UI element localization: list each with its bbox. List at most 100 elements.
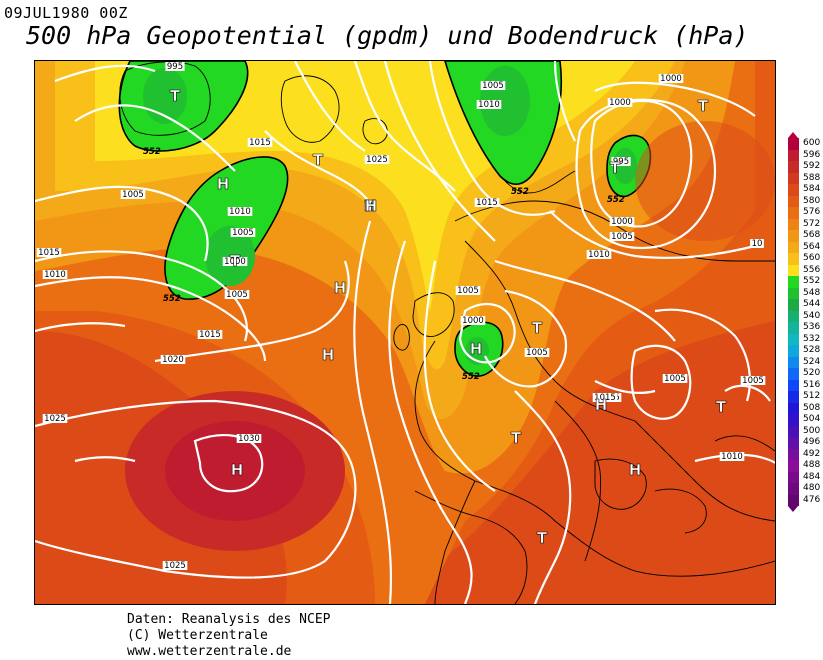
legend-label: 476 bbox=[803, 494, 821, 505]
low-pressure-marker: T bbox=[610, 159, 621, 177]
legend-entry: 600 bbox=[783, 138, 823, 150]
legend-label: 524 bbox=[803, 356, 821, 367]
credits-copyright: (C) Wetterzentrale bbox=[127, 628, 268, 643]
legend-swatch bbox=[788, 207, 799, 219]
low-pressure-marker: T bbox=[532, 319, 543, 337]
isobar-label-box bbox=[609, 217, 635, 226]
legend-swatch bbox=[788, 264, 799, 276]
low-pressure-marker: T bbox=[170, 87, 181, 105]
legend-entry: 560 bbox=[783, 253, 823, 265]
isobar-label-box bbox=[42, 414, 68, 423]
isobar-label: 1005 bbox=[742, 376, 764, 386]
legend-label: 560 bbox=[803, 253, 821, 263]
isobar-label-box bbox=[160, 355, 186, 364]
isobars bbox=[35, 61, 775, 604]
high-pressure-marker: H bbox=[231, 461, 244, 479]
isobar-label-box bbox=[162, 561, 188, 570]
legend-entry: 504 bbox=[783, 414, 823, 426]
legend-arrow-bottom bbox=[788, 506, 798, 512]
legend-label: 508 bbox=[803, 402, 821, 413]
legend-label: 520 bbox=[803, 368, 821, 378]
legend-label: 504 bbox=[803, 414, 821, 424]
legend-entry: 564 bbox=[783, 241, 823, 253]
isobar-label-box bbox=[586, 250, 612, 259]
map-title: 500 hPa Geopotential (gpdm) und Bodendru… bbox=[26, 21, 749, 50]
legend-entry: 544 bbox=[783, 299, 823, 311]
isobar-label-box bbox=[480, 81, 506, 90]
legend-label: 552 bbox=[803, 276, 821, 286]
high-pressure-marker: H bbox=[470, 340, 483, 358]
legend-label: 572 bbox=[803, 218, 821, 229]
weather-map: 995 1015 1025 1005 1010 1015 1005 1000 1005 1010 1… bbox=[34, 60, 776, 605]
legend-entry: 568 bbox=[783, 230, 823, 242]
isobar-label: 1005 bbox=[457, 286, 479, 296]
isobar-label-box bbox=[476, 100, 502, 109]
legend-swatch bbox=[788, 195, 799, 207]
legend-entry: 500 bbox=[783, 425, 823, 437]
isobar-label: 1005 bbox=[226, 290, 248, 300]
isobar-label: 1005 bbox=[232, 228, 254, 238]
legend-label: 512 bbox=[803, 391, 821, 401]
legend-label: 480 bbox=[803, 483, 821, 493]
legend-entry: 496 bbox=[783, 437, 823, 449]
isobar-label: 1010 bbox=[721, 452, 743, 462]
isobar-label-box bbox=[222, 257, 248, 266]
legend-label: 540 bbox=[803, 310, 821, 321]
isobar-label-box bbox=[607, 98, 633, 107]
legend-swatch bbox=[788, 425, 799, 437]
isobar-label-box bbox=[719, 452, 745, 461]
isobar-label-box bbox=[524, 348, 550, 357]
geopotential-fill bbox=[35, 61, 775, 604]
legend-swatch bbox=[788, 391, 799, 403]
isobar-label: 1010 bbox=[588, 250, 610, 260]
geopotential-label: 552 bbox=[511, 187, 529, 197]
isobar-label-box bbox=[224, 290, 250, 299]
isobar-label-box bbox=[36, 248, 62, 257]
legend-swatch bbox=[788, 230, 799, 242]
legend-label: 536 bbox=[803, 322, 821, 332]
legend-swatch bbox=[788, 276, 799, 288]
isobar-label-box bbox=[750, 239, 764, 248]
legend-entry: 524 bbox=[783, 356, 823, 368]
legend-entry: 512 bbox=[783, 391, 823, 403]
legend-swatch bbox=[788, 161, 799, 173]
legend-label: 600 bbox=[803, 138, 821, 148]
isobar-label-box bbox=[120, 190, 146, 199]
isobar-label-box bbox=[197, 330, 223, 339]
isobar-label: 995 bbox=[167, 62, 183, 72]
legend-swatch bbox=[788, 368, 799, 380]
legend-label: 496 bbox=[803, 437, 821, 447]
legend-entry: 548 bbox=[783, 287, 823, 299]
legend-entry: 536 bbox=[783, 322, 823, 334]
legend-swatch bbox=[788, 172, 799, 184]
legend-entry: 592 bbox=[783, 161, 823, 173]
legend-label: 488 bbox=[803, 460, 821, 470]
legend-label: 484 bbox=[803, 471, 821, 482]
legend-entry: 516 bbox=[783, 379, 823, 391]
isobar-label-box bbox=[455, 286, 481, 295]
high-pressure-marker: H bbox=[322, 346, 335, 364]
isobar-label: 1000 bbox=[462, 316, 484, 326]
legend-swatch bbox=[788, 299, 799, 311]
credits-source: Daten: Reanalysis des NCEP bbox=[127, 612, 331, 627]
legend-swatch bbox=[788, 149, 799, 161]
legend-swatch bbox=[788, 345, 799, 357]
high-pressure-marker: H bbox=[595, 396, 608, 414]
isobar-label: 1010 bbox=[229, 207, 251, 217]
low-pressure-marker: T bbox=[698, 97, 709, 115]
legend-label: 596 bbox=[803, 149, 821, 160]
legend-swatch bbox=[788, 402, 799, 414]
legend-swatch bbox=[788, 218, 799, 230]
legend-entry: 484 bbox=[783, 471, 823, 483]
isobar-label-box bbox=[662, 374, 688, 383]
legend-entry: 532 bbox=[783, 333, 823, 345]
isobar-label: 1015 bbox=[249, 138, 271, 148]
low-pressure-marker: T bbox=[537, 529, 548, 547]
legend-arrow-top bbox=[788, 132, 798, 138]
low-pressure-marker: T bbox=[365, 197, 376, 215]
legend-entry: 476 bbox=[783, 494, 823, 506]
isobar-label: 1015 bbox=[476, 198, 498, 208]
legend-entry: 596 bbox=[783, 149, 823, 161]
legend-label: 556 bbox=[803, 264, 821, 275]
legend-entry: 488 bbox=[783, 460, 823, 472]
